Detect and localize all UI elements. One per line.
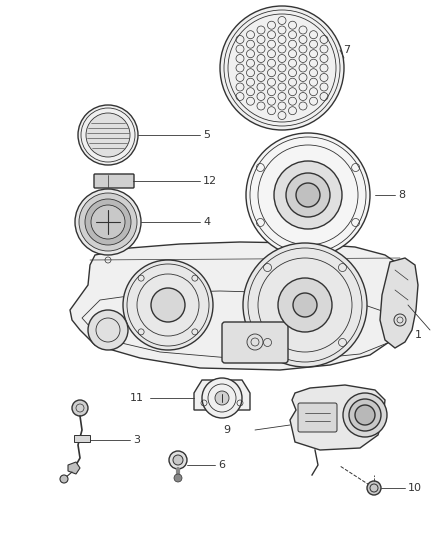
Text: 9: 9 bbox=[223, 425, 230, 435]
Polygon shape bbox=[70, 242, 408, 370]
Polygon shape bbox=[290, 385, 385, 450]
FancyBboxPatch shape bbox=[222, 322, 288, 363]
Circle shape bbox=[286, 173, 330, 217]
Circle shape bbox=[86, 113, 130, 157]
Polygon shape bbox=[194, 380, 250, 410]
Text: 7: 7 bbox=[343, 45, 350, 55]
Text: 5: 5 bbox=[203, 130, 210, 140]
Text: 4: 4 bbox=[203, 217, 210, 227]
Text: 6: 6 bbox=[218, 460, 225, 470]
Circle shape bbox=[79, 193, 137, 251]
Circle shape bbox=[88, 310, 128, 350]
Text: 12: 12 bbox=[203, 176, 217, 186]
FancyBboxPatch shape bbox=[94, 174, 134, 188]
Circle shape bbox=[173, 455, 183, 465]
Circle shape bbox=[123, 260, 213, 350]
Circle shape bbox=[202, 378, 242, 418]
Circle shape bbox=[296, 183, 320, 207]
Circle shape bbox=[274, 161, 342, 229]
FancyBboxPatch shape bbox=[298, 403, 337, 432]
Circle shape bbox=[367, 481, 381, 495]
Circle shape bbox=[151, 288, 185, 322]
Circle shape bbox=[349, 399, 381, 431]
Circle shape bbox=[169, 451, 187, 469]
Circle shape bbox=[220, 6, 344, 130]
Circle shape bbox=[75, 189, 141, 255]
Text: 11: 11 bbox=[130, 393, 144, 403]
Text: 10: 10 bbox=[408, 483, 422, 493]
Circle shape bbox=[243, 243, 367, 367]
Text: 3: 3 bbox=[133, 435, 140, 445]
Polygon shape bbox=[74, 435, 90, 442]
Circle shape bbox=[60, 475, 68, 483]
Circle shape bbox=[85, 199, 131, 245]
Circle shape bbox=[215, 391, 229, 405]
Circle shape bbox=[278, 278, 332, 332]
Circle shape bbox=[174, 474, 182, 482]
Text: 8: 8 bbox=[398, 190, 405, 200]
Circle shape bbox=[343, 393, 387, 437]
Circle shape bbox=[91, 205, 125, 239]
Circle shape bbox=[355, 405, 375, 425]
Circle shape bbox=[293, 293, 317, 317]
Circle shape bbox=[78, 105, 138, 165]
Circle shape bbox=[246, 133, 370, 257]
Circle shape bbox=[72, 400, 88, 416]
Text: 1: 1 bbox=[415, 330, 422, 340]
Polygon shape bbox=[68, 462, 80, 474]
Polygon shape bbox=[380, 258, 418, 348]
